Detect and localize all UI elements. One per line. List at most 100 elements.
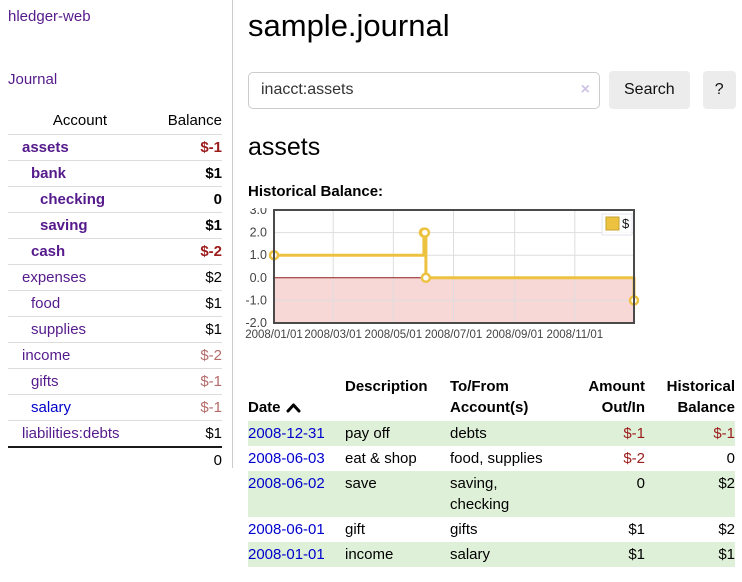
transaction-date-link[interactable]: 2008-06-01 <box>248 521 325 538</box>
transaction-description: pay off <box>345 421 450 446</box>
account-link-income[interactable]: income <box>22 347 70 364</box>
help-button[interactable]: ? <box>703 71 736 109</box>
page-title: sample.journal <box>248 8 736 44</box>
accounts-header-account: Account <box>8 109 152 135</box>
historical-balance-chart: $3.02.01.00.0-1.0-2.02008/01/012008/03/0… <box>244 208 736 349</box>
account-row: checking 0 <box>8 187 222 213</box>
sidebar: hledger-web Journal Account Balance asse… <box>0 0 233 468</box>
account-row: gifts $-1 <box>8 369 222 395</box>
svg-text:3.0: 3.0 <box>250 208 267 217</box>
account-row: salary $-1 <box>8 395 222 421</box>
transaction-balance: $1 <box>645 542 735 567</box>
chart-title: Historical Balance: <box>248 183 736 200</box>
accounts-header-balance: Balance <box>152 109 222 135</box>
svg-text:-1.0: -1.0 <box>245 293 267 307</box>
account-balance: $1 <box>152 161 222 187</box>
transaction-balance: $2 <box>645 471 735 517</box>
account-balance: 0 <box>152 187 222 213</box>
account-link-liabilities-debts[interactable]: liabilities:debts <box>22 425 120 442</box>
search-input[interactable] <box>248 72 600 109</box>
account-row: cash $-2 <box>8 239 222 265</box>
register-header-accounts: To/From Account(s) <box>450 374 570 421</box>
account-row: liabilities:debts $1 <box>8 421 222 448</box>
svg-text:2008/05/01: 2008/05/01 <box>365 329 423 341</box>
account-link-cash[interactable]: cash <box>31 243 65 260</box>
accounts-total-row: 0 <box>8 447 222 473</box>
transaction-description: gift <box>345 517 450 542</box>
transaction-amount: 0 <box>570 471 645 517</box>
account-balance: $-1 <box>152 395 222 421</box>
register-row: 2008-01-01incomesalary$1$1 <box>248 542 735 567</box>
transaction-date-link[interactable]: 2008-12-31 <box>248 425 325 442</box>
svg-text:-2.0: -2.0 <box>245 316 267 330</box>
account-balance: $1 <box>152 317 222 343</box>
sort-ascending-icon <box>286 398 301 419</box>
register-row: 2008-06-03eat & shopfood, supplies$-20 <box>248 446 735 471</box>
register-table: Date Description To/From Account(s) Amou… <box>248 374 735 567</box>
account-heading: assets <box>248 133 736 162</box>
register-header-description: Description <box>345 374 450 421</box>
svg-text:$: $ <box>622 216 630 231</box>
account-balance: $-2 <box>152 343 222 369</box>
transaction-date-link[interactable]: 2008-06-03 <box>248 450 325 467</box>
svg-text:2.0: 2.0 <box>250 226 267 240</box>
account-balance: $-1 <box>152 369 222 395</box>
account-link-expenses[interactable]: expenses <box>22 269 86 286</box>
transaction-accounts: gifts <box>450 517 570 542</box>
accounts-total: 0 <box>152 447 222 473</box>
transaction-description: income <box>345 542 450 567</box>
accounts-table: Account Balance assets $-1 bank $1 checking 0… <box>8 109 222 473</box>
account-balance: $1 <box>152 213 222 239</box>
clear-search-icon[interactable]: × <box>581 81 590 99</box>
account-row: assets $-1 <box>8 135 222 161</box>
chart-canvas: $3.02.01.00.0-1.0-2.02008/01/012008/03/0… <box>244 208 644 344</box>
account-link-saving[interactable]: saving <box>40 217 88 234</box>
account-link-bank[interactable]: bank <box>31 165 66 182</box>
svg-text:0.0: 0.0 <box>250 271 267 285</box>
account-row: expenses $2 <box>8 265 222 291</box>
register-header-amount: Amount Out/In <box>570 374 645 421</box>
account-row: food $1 <box>8 291 222 317</box>
register-row: 2008-06-01giftgifts$1$2 <box>248 517 735 542</box>
transaction-balance: 0 <box>645 446 735 471</box>
svg-text:1.0: 1.0 <box>250 248 267 262</box>
transaction-accounts: salary <box>450 542 570 567</box>
transaction-balance: $2 <box>645 517 735 542</box>
account-balance: $2 <box>152 265 222 291</box>
transaction-amount: $1 <box>570 542 645 567</box>
account-link-salary[interactable]: salary <box>31 399 71 416</box>
account-link-gifts[interactable]: gifts <box>31 373 59 390</box>
sidebar-item-journal[interactable]: Journal <box>8 71 57 88</box>
account-balance: $-2 <box>152 239 222 265</box>
account-link-supplies[interactable]: supplies <box>31 321 86 338</box>
account-balance: $1 <box>152 421 222 448</box>
search-button[interactable]: Search <box>609 71 690 109</box>
account-link-food[interactable]: food <box>31 295 60 312</box>
search-form: × Search ? <box>248 71 736 109</box>
account-balance: $-1 <box>152 135 222 161</box>
account-row: income $-2 <box>8 343 222 369</box>
register-header-date[interactable]: Date <box>248 374 345 421</box>
account-row: supplies $1 <box>8 317 222 343</box>
svg-text:2008/03/01: 2008/03/01 <box>304 329 362 341</box>
register-row: 2008-06-02 savesaving, checking0$2 <box>248 471 735 517</box>
register-header-date-label: Date <box>248 399 281 416</box>
account-row: saving $1 <box>8 213 222 239</box>
transaction-description: save <box>345 471 450 517</box>
account-balance: $1 <box>152 291 222 317</box>
transaction-amount: $-1 <box>570 421 645 446</box>
transaction-date-link[interactable]: 2008-01-01 <box>248 546 325 563</box>
transaction-balance: $-1 <box>645 421 735 446</box>
account-link-checking[interactable]: checking <box>40 191 105 208</box>
account-link-assets[interactable]: assets <box>22 139 69 156</box>
transaction-date-link[interactable]: 2008-06-02 <box>248 475 325 492</box>
svg-text:2008/11/01: 2008/11/01 <box>546 329 603 341</box>
register-row: 2008-12-31pay offdebts$-1$-1 <box>248 421 735 446</box>
transaction-accounts: debts <box>450 421 570 446</box>
transaction-accounts: saving, checking <box>450 471 570 517</box>
transaction-description: eat & shop <box>345 446 450 471</box>
register-header-balance: Historical Balance <box>645 374 735 421</box>
transaction-accounts: food, supplies <box>450 446 570 471</box>
brand-link[interactable]: hledger-web <box>8 8 91 25</box>
account-row: bank $1 <box>8 161 222 187</box>
